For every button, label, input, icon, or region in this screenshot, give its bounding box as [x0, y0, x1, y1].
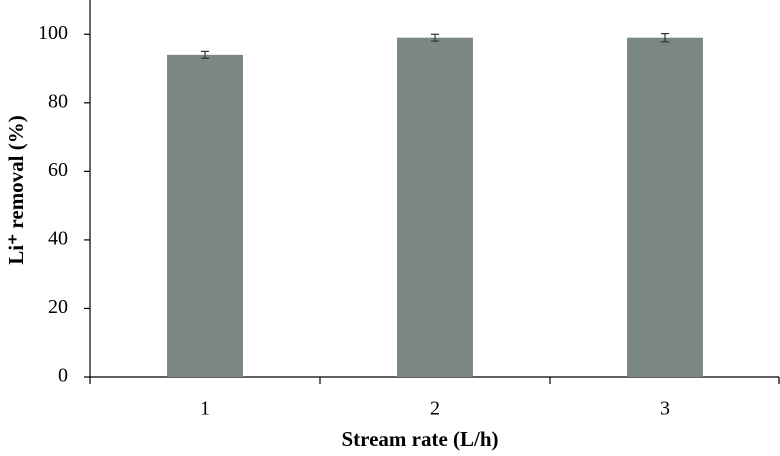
y-axis-title: Li⁺ removal (%): [4, 115, 28, 265]
x-tick-label: 2: [430, 398, 440, 420]
error-bar: [661, 32, 669, 43]
bar: [627, 37, 703, 377]
x-tick-label: 1: [200, 398, 210, 420]
bar: [397, 37, 473, 377]
x-axis-title: Stream rate (L/h): [341, 427, 498, 451]
y-tick-label: 60: [48, 159, 68, 181]
bar: [167, 54, 243, 377]
error-bar: [201, 50, 209, 59]
y-tick-label: 20: [48, 296, 68, 318]
y-tick-label: 80: [48, 90, 68, 112]
x-tick-label: 3: [660, 398, 670, 420]
error-bar: [431, 33, 439, 42]
y-tick-label: 0: [58, 365, 68, 387]
y-tick-label: 40: [48, 228, 68, 250]
y-tick-label: 100: [38, 22, 68, 44]
